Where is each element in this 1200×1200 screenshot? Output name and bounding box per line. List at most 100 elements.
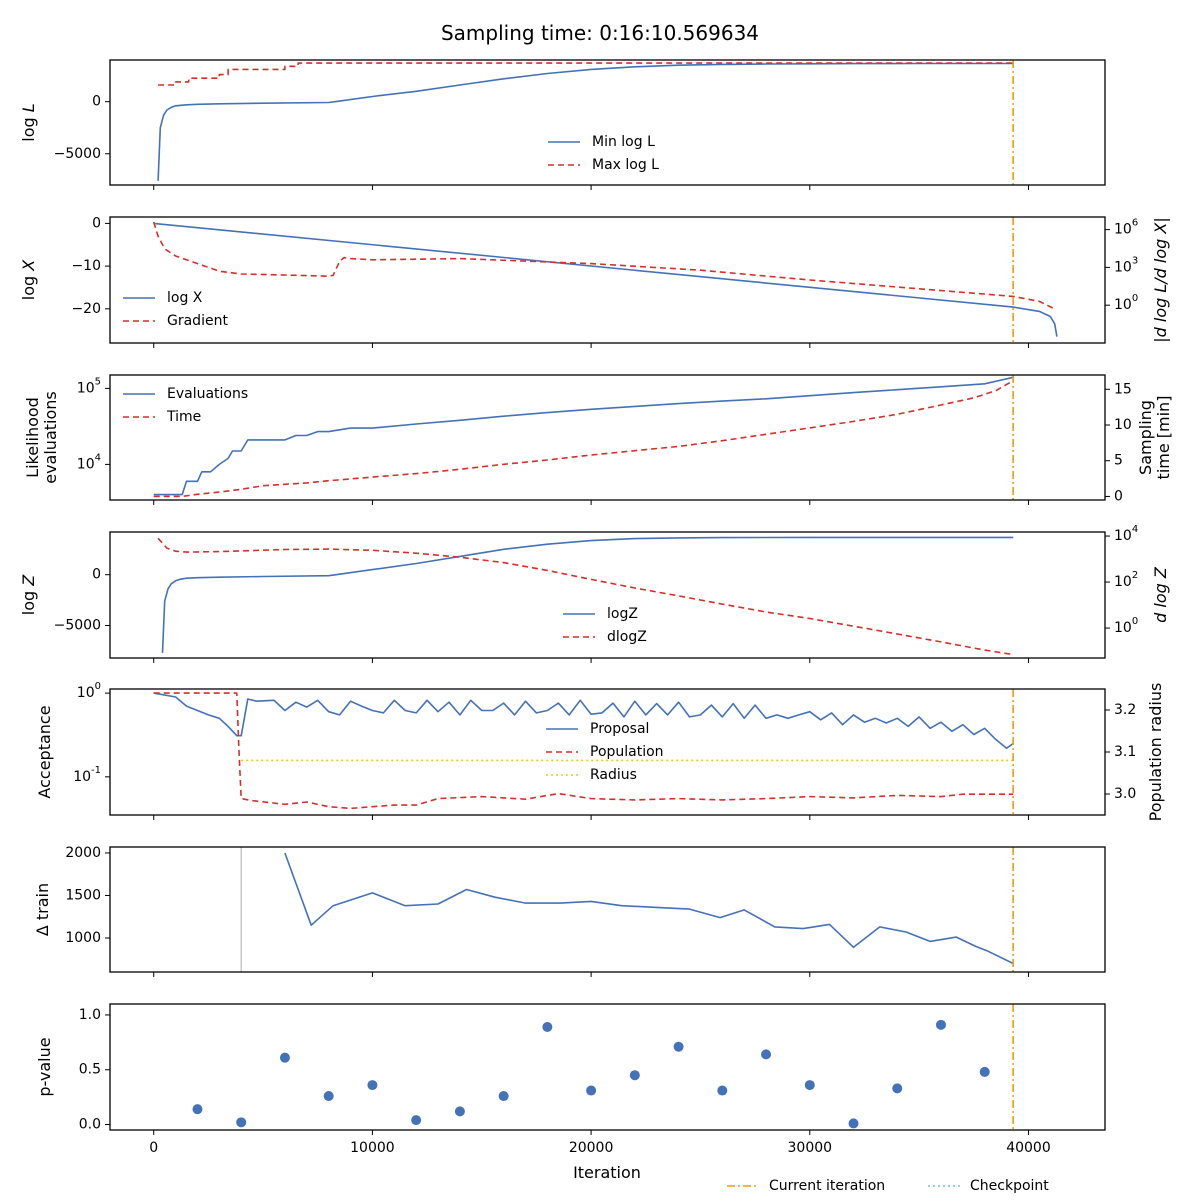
y2-tick-label: 103 [1114, 255, 1138, 275]
plot-area-dtrain [284, 852, 1014, 965]
tick-exponent: 0 [95, 681, 101, 692]
y-tick-label: 1.0 [79, 1007, 101, 1023]
y-tick-label: 100 [77, 681, 101, 701]
legend-label: Proposal [590, 721, 649, 737]
series-line-min-log-l [157, 62, 1014, 181]
panel-frame [109, 1003, 1106, 1131]
y2-tick-label: 3.0 [1114, 786, 1136, 802]
y2-axis-label: Sampling [1136, 400, 1155, 475]
series-line--train [284, 852, 1014, 965]
scatter-point [454, 1106, 465, 1117]
panel-frame [109, 59, 1106, 186]
y-axis-label-var: X [19, 259, 38, 272]
scatter-point [804, 1080, 815, 1091]
x-axis-label: Iteration [573, 1163, 641, 1182]
scatter-point [542, 1022, 553, 1033]
x-tick-label: 20000 [569, 1140, 614, 1156]
legend-label: log X [167, 290, 203, 306]
panel-accept: 10-1 100 3.0 3.1 3.2 Acceptance Population rad… [35, 681, 1165, 821]
x-tick-label: 40000 [1006, 1140, 1051, 1156]
scatter-point [979, 1066, 990, 1077]
panel-logl: −5000 0 log L Min log L Max log L [19, 59, 1106, 190]
y-axis-label: evaluations [41, 391, 60, 484]
footer-legend-label: Current iteration [769, 1178, 885, 1194]
y-tick-label: 0 [92, 94, 101, 110]
tick-exponent: 6 [1132, 218, 1138, 229]
legend-logz: logZ dlogZ [563, 606, 647, 645]
scatter-point [673, 1041, 684, 1052]
panel-frame [109, 531, 1106, 659]
scatter-point [367, 1080, 378, 1091]
legend-label: logZ [607, 606, 638, 622]
y-tick-label: −10 [71, 258, 101, 274]
y-tick-label: 104 [77, 452, 101, 472]
plot-area-logx [152, 221, 1058, 337]
series-line-time [153, 380, 1014, 498]
legend-label: Population [590, 744, 664, 760]
plot-area-evals [153, 376, 1014, 498]
tick-exponent: 5 [95, 376, 101, 387]
y2-axis-label: Population radius [1146, 683, 1165, 822]
legend-label: Gradient [167, 313, 228, 329]
plot-area-logl [157, 62, 1014, 181]
y2-tick-label: 100 [1114, 616, 1138, 636]
panel-logx: 0 −10 −20 100 103 106 log X |d log L/d log X| lo… [19, 215, 1170, 348]
footer-legend: Current iteration Checkpoint [727, 1178, 1049, 1194]
panel-evals: 104 105 0 5 10 15 Likelihood evaluations Samplin… [23, 374, 1173, 505]
y-tick-label: 0.0 [79, 1117, 101, 1133]
y-tick-label: 0 [92, 215, 101, 231]
legend-label: Max log L [592, 157, 659, 173]
panel-frame [109, 216, 1106, 344]
series-line-proposal [153, 692, 1014, 750]
y-tick-label: 2000 [65, 845, 101, 861]
scatter-point [892, 1083, 903, 1094]
scatter-point [717, 1085, 728, 1096]
legend-evals: Evaluations Time [123, 386, 248, 425]
tick-exponent: 4 [95, 452, 101, 463]
y-tick-label: 0 [92, 567, 101, 583]
series-line-max-log-l [158, 62, 1014, 86]
y2-tick-label: 106 [1114, 218, 1138, 238]
y-tick-label: 105 [77, 376, 101, 396]
legend-label: Time [166, 409, 201, 425]
series-line-population [153, 692, 1014, 810]
scatter-point [498, 1091, 509, 1102]
x-tick-label: 10000 [350, 1140, 395, 1156]
y-tick-label: 10-1 [73, 765, 101, 785]
footer-legend-label: Checkpoint [970, 1178, 1049, 1194]
panel-frame [109, 374, 1106, 501]
y2-tick-label: 3.2 [1114, 702, 1136, 718]
series-line-dlogz [157, 537, 1014, 656]
x-tick-label: 0 [149, 1140, 158, 1156]
y2-tick-label: 10 [1114, 417, 1132, 433]
y-tick-label: 1500 [65, 887, 101, 903]
tick-exponent: 4 [1132, 524, 1138, 535]
x-tick-label: 30000 [788, 1140, 833, 1156]
y2-tick-label: 0 [1114, 488, 1123, 504]
tick-exponent: -1 [91, 765, 101, 776]
scatter-point [279, 1052, 290, 1063]
scatter-point [761, 1049, 772, 1060]
series-line-log-x [153, 222, 1058, 337]
series-line-logz [161, 536, 1014, 653]
scatter-point [629, 1070, 640, 1081]
scatter-point [323, 1091, 334, 1102]
y-axis-label: Δ train [33, 883, 52, 936]
y2-axis-label: |d log L/d log X| [1151, 217, 1170, 342]
y-axis-label-var: L [19, 103, 38, 112]
legend-label: Evaluations [167, 386, 248, 402]
y-axis-label: p-value [35, 1037, 54, 1096]
scatter-point [935, 1019, 946, 1030]
legend-label: Radius [590, 767, 637, 783]
legend-logx: log X Gradient [123, 290, 228, 329]
series-line-evaluations [153, 376, 1014, 496]
scatter-point [586, 1085, 597, 1096]
scatter-point [192, 1104, 203, 1115]
legend-accept: Proposal Population Radius [546, 721, 664, 783]
plot-area-logz [157, 536, 1014, 656]
y-tick-label: 0.5 [79, 1062, 101, 1078]
scatter-point [236, 1117, 247, 1128]
